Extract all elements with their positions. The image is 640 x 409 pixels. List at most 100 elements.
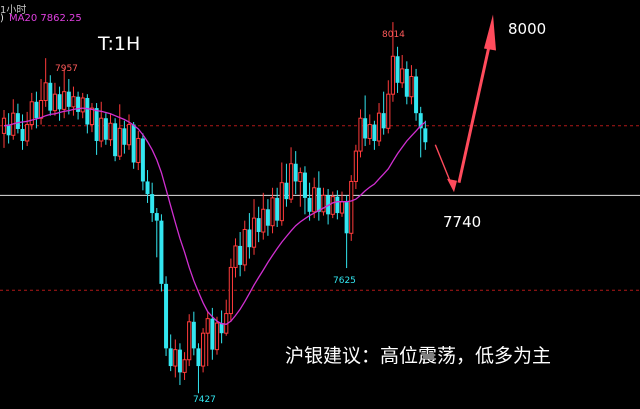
candle-body-down: [316, 187, 321, 212]
candle-body-down: [66, 91, 71, 107]
label-low-left: 7427: [193, 395, 216, 405]
candle-body-down: [219, 323, 224, 334]
label-target: 8000: [508, 20, 546, 38]
ma20-line: [3, 107, 426, 325]
candle-body-up: [80, 97, 85, 113]
candle-body-down: [191, 321, 196, 349]
candle-body-up: [187, 321, 192, 361]
candle-body-up: [25, 124, 30, 142]
candle-body-down: [150, 194, 155, 214]
candle-body-down: [275, 197, 280, 221]
candle-body-up: [321, 194, 326, 213]
arrow-up-head: [484, 14, 496, 51]
candle-body-down: [418, 113, 423, 129]
ma20-readout: MA20 7862.25: [9, 13, 82, 24]
candle-body-down: [57, 94, 62, 110]
label-high-right: 8014: [382, 30, 405, 40]
chart-title: T:1H: [97, 33, 140, 55]
candle-body-down: [344, 201, 349, 234]
candle-body-down: [15, 113, 20, 129]
candle-body-down: [94, 108, 99, 141]
candle-body-up: [353, 150, 358, 182]
candle-body-up: [261, 208, 266, 233]
candle-body-down: [256, 218, 261, 233]
candle-body-up: [358, 117, 363, 152]
candle-body-down: [48, 82, 53, 111]
candle-body-up: [108, 122, 113, 141]
candle-body-down: [177, 349, 182, 373]
candle-body-down: [265, 209, 270, 226]
candle-body-down: [103, 118, 108, 140]
candle-body-down: [85, 97, 90, 125]
candle-body-up: [409, 75, 414, 98]
candle-body-up: [214, 322, 220, 351]
chart-header: 1小时 ) MA20 7862.25: [0, 0, 200, 26]
candle-body-down: [372, 124, 377, 141]
candle-body-up: [298, 172, 303, 182]
candle-body-up: [376, 112, 382, 142]
candle-body-up: [89, 107, 95, 126]
candle-body-up: [173, 349, 178, 367]
chart-caption: 沪银建议：高位震荡，低多为主: [285, 345, 551, 367]
candle-body-down: [395, 56, 400, 83]
candle-body-down: [363, 118, 368, 139]
candle-body-up: [126, 124, 132, 146]
candle-body-down: [210, 318, 215, 350]
candle-body-up: [233, 245, 238, 268]
candle-body-up: [71, 96, 76, 108]
candle-body-down: [307, 197, 312, 212]
candle-body-up: [136, 137, 141, 163]
arrow-down-shaft: [434, 144, 453, 187]
candle-body-up: [182, 359, 187, 373]
candle-body-down: [423, 128, 428, 143]
candle-body-down: [381, 113, 386, 129]
candle-body-up: [251, 217, 257, 248]
candle-body-up: [52, 93, 58, 112]
candle-body-up: [200, 332, 206, 367]
candle-body-down: [131, 124, 136, 163]
candle-body-up: [62, 91, 67, 110]
candle-body-down: [164, 283, 169, 349]
candle-body-up: [390, 55, 396, 95]
candle-body-down: [154, 213, 159, 221]
candle-body-down: [159, 220, 164, 284]
candle-body-down: [20, 128, 25, 141]
candle-body-up: [339, 201, 345, 214]
candle-body-up: [400, 68, 405, 84]
candle-body-down: [140, 138, 145, 182]
candle-body-down: [247, 229, 252, 248]
candle-body-up: [38, 100, 44, 119]
candle-body-up: [29, 101, 34, 126]
candle-body-up: [279, 182, 284, 222]
candle-body-up: [330, 196, 335, 215]
candle-body-up: [288, 163, 294, 200]
candle-body-down: [76, 96, 81, 112]
candle-body-down: [34, 101, 39, 119]
arrow-up-shaft: [457, 36, 493, 184]
candle-body-down: [284, 182, 289, 200]
candle-body-up: [117, 127, 122, 157]
label-high-left: 7957: [55, 64, 78, 74]
candle-body-down: [113, 123, 118, 157]
candle-body-down: [302, 172, 307, 198]
arrow-down-head: [447, 178, 457, 193]
label-support: 7740: [443, 213, 481, 231]
candle-body-up: [205, 318, 210, 334]
ma-paren: ): [0, 13, 4, 24]
candle-body-up: [99, 117, 104, 142]
candle-body-up: [312, 187, 317, 213]
candle-body-up: [242, 228, 247, 266]
candle-body-down: [293, 163, 298, 182]
candle-body-up: [367, 124, 372, 139]
label-low-mid: 7625: [333, 276, 356, 286]
arrow-layer: [434, 14, 496, 193]
candle-body-down: [196, 348, 201, 367]
candle-body-down: [145, 181, 150, 195]
timeframe-label[interactable]: 1小时: [0, 5, 27, 16]
candle-body-down: [404, 68, 409, 97]
candle-body-down: [335, 196, 340, 214]
candle-body-up: [43, 82, 48, 102]
candle-body-up: [228, 266, 233, 315]
candle-body-down: [6, 124, 11, 136]
